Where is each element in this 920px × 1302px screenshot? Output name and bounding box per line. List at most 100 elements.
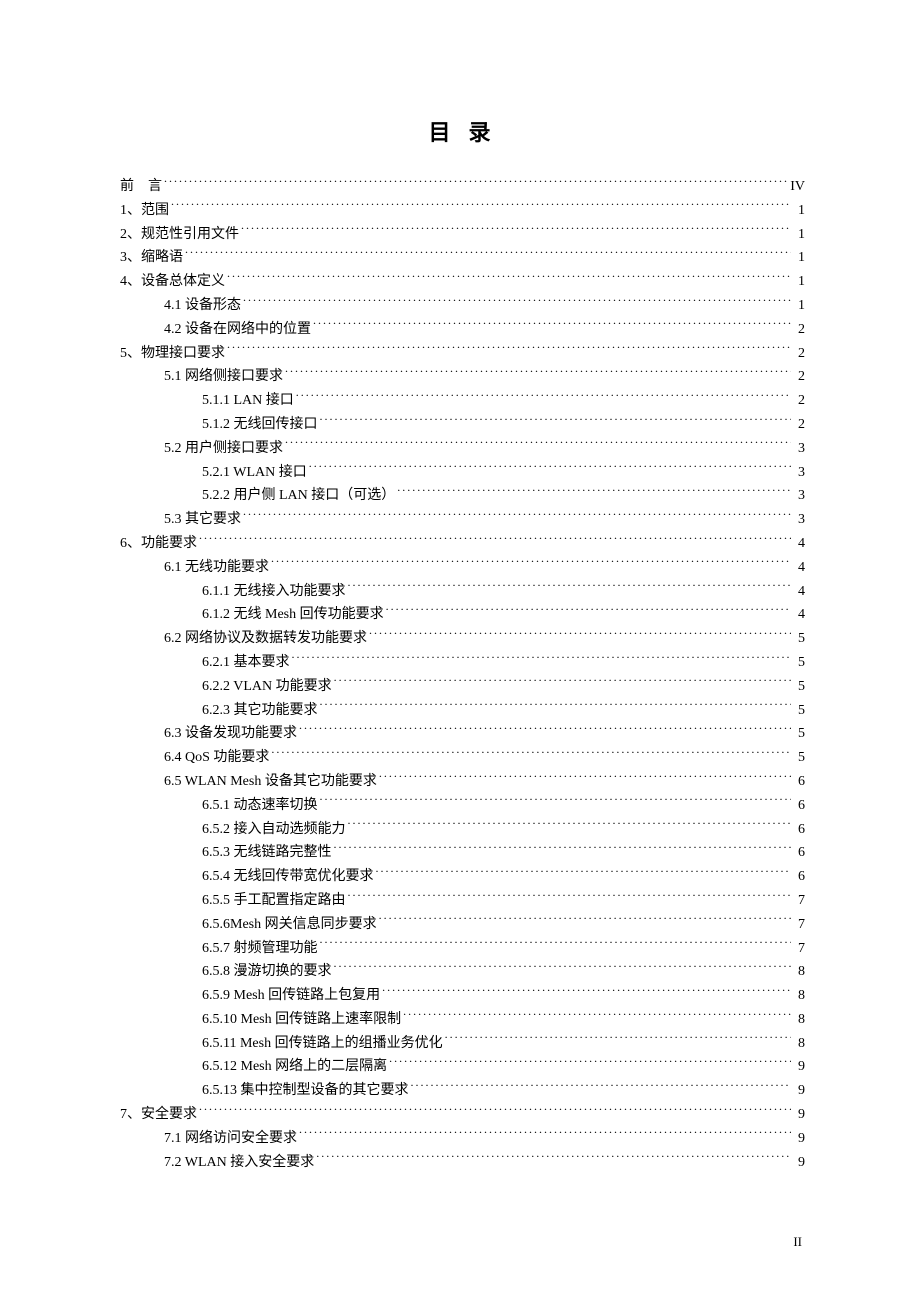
toc-entry-page: 3: [793, 484, 805, 508]
toc-entry-page: 5: [793, 627, 805, 651]
toc-entry: 5.1.2 无线回传接口 2: [120, 413, 805, 437]
toc-entry-label: 6.1.1 无线接入功能要求: [202, 580, 346, 604]
toc-entry: 4、设备总体定义1: [120, 270, 805, 294]
toc-entry-page: 5: [793, 746, 805, 770]
toc-dot-leader: [199, 1104, 791, 1118]
toc-entry-page: 9: [793, 1055, 805, 1079]
toc-entry-label: 6.2.2 VLAN 功能要求: [202, 675, 332, 699]
toc-entry-page: 9: [793, 1079, 805, 1103]
toc-dot-leader: [389, 1056, 791, 1070]
toc-entry: 6、功能要求4: [120, 532, 805, 556]
toc-entry-label: 1、范围: [120, 199, 169, 223]
toc-entry-page: 9: [793, 1151, 805, 1175]
toc-entry-label: 6.5.5 手工配置指定路由: [202, 889, 346, 913]
toc-entry: 5.1 网络侧接口要求2: [120, 365, 805, 389]
toc-entry-label: 4.2 设备在网络中的位置: [164, 318, 311, 342]
toc-dot-leader: [243, 509, 791, 523]
toc-entry-page: 9: [793, 1103, 805, 1127]
toc-entry-label: 5.3 其它要求: [164, 508, 241, 532]
toc-entry: 5.2.2 用户侧 LAN 接口（可选） 3: [120, 484, 805, 508]
toc-entry: 6.2 网络协议及数据转发功能要求5: [120, 627, 805, 651]
toc-entry: 6.5.11 Mesh 回传链路上的组播业务优化 8: [120, 1032, 805, 1056]
toc-entry-page: 2: [793, 413, 805, 437]
toc-entry-label: 6.5.2 接入自动选频能力: [202, 818, 346, 842]
toc-entry: 6.3 设备发现功能要求5: [120, 722, 805, 746]
toc-dot-leader: [199, 533, 791, 547]
page-number: II: [793, 1234, 802, 1250]
toc-dot-leader: [369, 628, 791, 642]
toc-entry-label: 7.1 网络访问安全要求: [164, 1127, 297, 1151]
toc-dot-leader: [299, 723, 791, 737]
toc-dot-leader: [334, 961, 792, 975]
toc-entry-label: 6.5.11 Mesh 回传链路上的组播业务优化: [202, 1032, 443, 1056]
toc-dot-leader: [379, 914, 791, 928]
toc-entry: 5.2.1 WLAN 接口3: [120, 461, 805, 485]
toc-entry: 4.2 设备在网络中的位置2: [120, 318, 805, 342]
toc-entry-label: 6.5.12 Mesh 网络上的二层隔离: [202, 1055, 387, 1079]
toc-entry-page: 6: [793, 865, 805, 889]
toc-entry-page: 7: [793, 889, 805, 913]
toc-entry: 6.5.12 Mesh 网络上的二层隔离 9: [120, 1055, 805, 1079]
toc-entry-page: 5: [793, 699, 805, 723]
toc-entry: 6.5.1 动态速率切换6: [120, 794, 805, 818]
toc-entry-page: 3: [793, 437, 805, 461]
toc-dot-leader: [271, 747, 791, 761]
toc-dot-leader: [397, 485, 791, 499]
toc-entry-page: 7: [793, 937, 805, 961]
toc-entry-label: 6.5.7 射频管理功能: [202, 937, 318, 961]
toc-entry-page: 2: [793, 389, 805, 413]
toc-dot-leader: [348, 581, 792, 595]
toc-entry: 6.1.2 无线 Mesh 回传功能要求4: [120, 603, 805, 627]
toc-entry-label: 4.1 设备形态: [164, 294, 241, 318]
toc-entry-page: 9: [793, 1127, 805, 1151]
toc-title: 目 录: [120, 115, 805, 147]
toc-entry-label: 3、缩略语: [120, 246, 183, 270]
toc-entry-label: 4、设备总体定义: [120, 270, 225, 294]
toc-entry: 6.2.2 VLAN 功能要求5: [120, 675, 805, 699]
toc-entry: 6.1 无线功能要求4: [120, 556, 805, 580]
toc-dot-leader: [285, 438, 791, 452]
toc-entry-page: 6: [793, 841, 805, 865]
toc-entry-page: 6: [793, 770, 805, 794]
toc-entry: 6.5.5 手工配置指定路由 7: [120, 889, 805, 913]
toc-dot-leader: [227, 271, 791, 285]
toc-container: 前 言IV1、范围12、规范性引用文件13、缩略语14、设备总体定义14.1 设…: [120, 175, 805, 1174]
toc-entry-label: 6.2.1 基本要求: [202, 651, 290, 675]
toc-entry-page: 8: [793, 1032, 805, 1056]
toc-entry-label: 6.5.6Mesh 网关信息同步要求: [202, 913, 377, 937]
toc-dot-leader: [320, 795, 792, 809]
toc-dot-leader: [296, 390, 791, 404]
toc-entry-page: 8: [793, 984, 805, 1008]
toc-entry-page: 3: [793, 508, 805, 532]
toc-entry-label: 5.2.2 用户侧 LAN 接口（可选）: [202, 484, 395, 508]
toc-entry-page: 8: [793, 1008, 805, 1032]
toc-entry: 3、缩略语 1: [120, 246, 805, 270]
toc-dot-leader: [243, 295, 791, 309]
toc-entry-label: 6.5.8 漫游切换的要求: [202, 960, 332, 984]
toc-entry: 7.2 WLAN 接入安全要求9: [120, 1151, 805, 1175]
toc-entry-page: 5: [793, 651, 805, 675]
toc-dot-leader: [285, 366, 791, 380]
toc-entry-label: 6.3 设备发现功能要求: [164, 722, 297, 746]
toc-entry-label: 6.4 QoS 功能要求: [164, 746, 269, 770]
toc-entry-page: 8: [793, 960, 805, 984]
toc-entry-page: 4: [793, 580, 805, 604]
toc-entry: 5.2 用户侧接口要求3: [120, 437, 805, 461]
toc-entry: 1、范围1: [120, 199, 805, 223]
toc-dot-leader: [164, 176, 788, 190]
toc-entry: 6.5.6Mesh 网关信息同步要求 7: [120, 913, 805, 937]
toc-entry: 6.2.3 其它功能要求5: [120, 699, 805, 723]
toc-entry: 6.5.7 射频管理功能 7: [120, 937, 805, 961]
toc-dot-leader: [386, 604, 791, 618]
toc-entry-page: 1: [793, 246, 805, 270]
toc-dot-leader: [227, 343, 791, 357]
toc-entry: 6.5.4 无线回传带宽优化要求6: [120, 865, 805, 889]
toc-entry-page: 7: [793, 913, 805, 937]
toc-entry-label: 6.5.3 无线链路完整性: [202, 841, 332, 865]
toc-entry-label: 6.1 无线功能要求: [164, 556, 269, 580]
toc-entry: 5、物理接口要求2: [120, 342, 805, 366]
toc-dot-leader: [299, 1128, 791, 1142]
toc-entry-label: 5.1.2 无线回传接口: [202, 413, 318, 437]
toc-entry: 6.1.1 无线接入功能要求 4: [120, 580, 805, 604]
toc-dot-leader: [171, 200, 791, 214]
